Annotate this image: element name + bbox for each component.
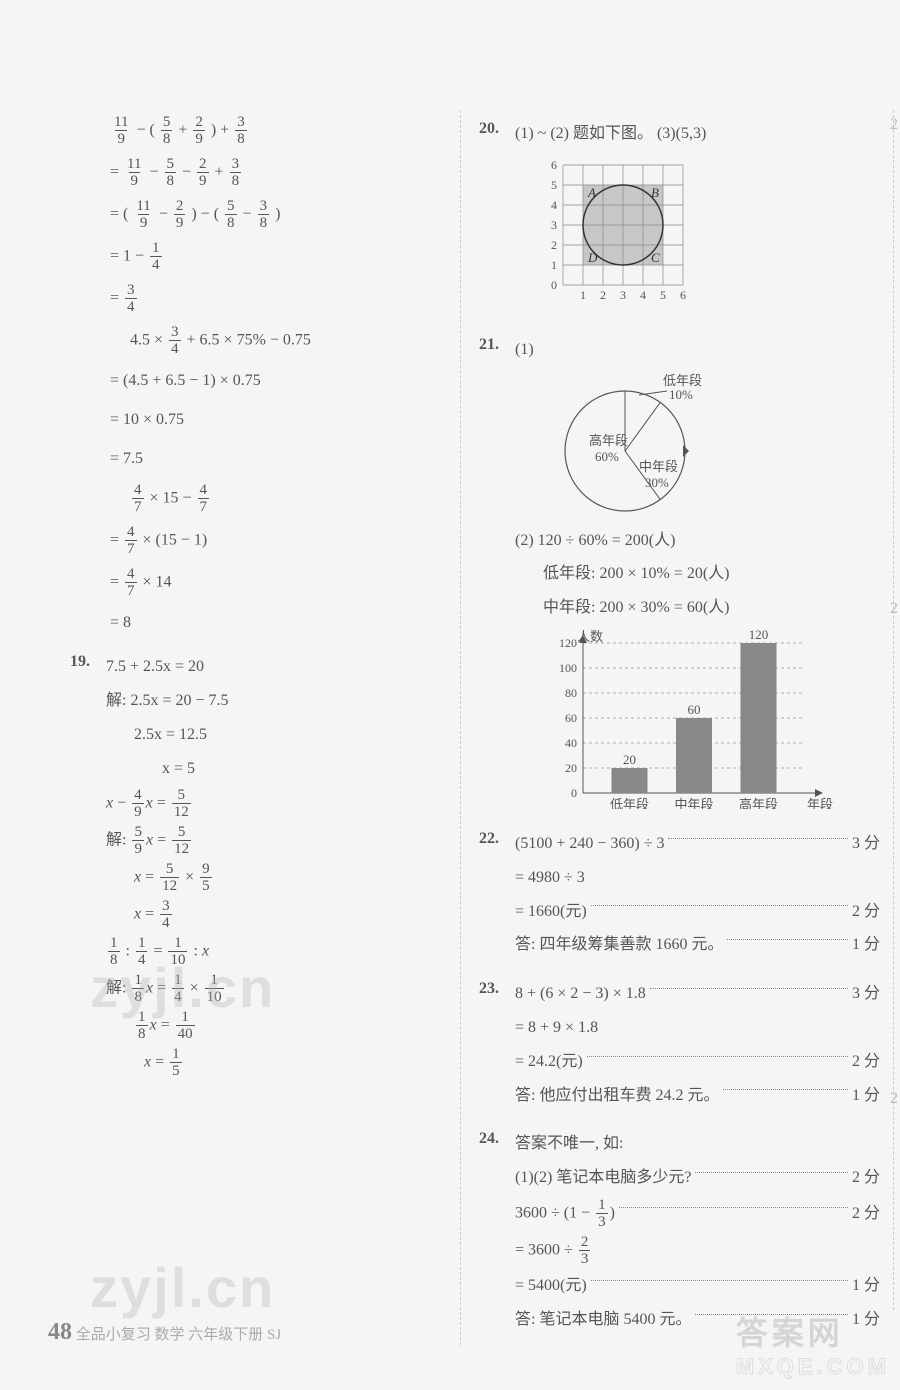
q21: 21. (1) 低年段10%高年段60%中年段30% (2) 120 ÷ 60%… — [479, 331, 880, 815]
q21-l1: (1) — [515, 336, 880, 365]
svg-text:0: 0 — [571, 786, 577, 800]
svg-text:6: 6 — [680, 288, 686, 302]
q23-l4: 答: 他应付出租车费 24.2 元。1 分 — [515, 1082, 880, 1111]
page-footer: 48 全品小复习 数学 六年级下册 SJ — [48, 1319, 281, 1346]
svg-text:高年段: 高年段 — [739, 797, 778, 809]
svg-text:低年段: 低年段 — [663, 373, 702, 388]
q23: 23. 8 + (6 × 2 − 3) × 1.83 分 = 8 + 9 × 1… — [479, 975, 880, 1115]
svg-text:低年段: 低年段 — [610, 797, 649, 809]
q20-text: (1) ~ (2) 题如下图。 (3)(5,3) — [515, 120, 880, 149]
edge-hint-2: 2 — [890, 600, 898, 618]
q21-c1: (2) 120 ÷ 60% = 200(人) — [515, 527, 880, 556]
q20: 20. (1) ~ (2) 题如下图。 (3)(5,3) 01234561234… — [479, 115, 880, 321]
eq2-line4: = 7.5 — [70, 445, 440, 474]
eq3-line4: = 8 — [70, 609, 440, 638]
q23-l2: = 8 + 9 × 1.8 — [515, 1014, 880, 1043]
q19-l2: 解: 2.5x = 20 − 7.5 — [106, 687, 440, 716]
svg-text:中年段: 中年段 — [639, 459, 678, 474]
svg-text:100: 100 — [559, 661, 577, 675]
svg-text:6: 6 — [551, 158, 557, 172]
eq2-line3: = 10 × 0.75 — [70, 406, 440, 435]
q22-l2: = 4980 ÷ 3 — [515, 864, 880, 893]
eq2-line1: 4.5 × 34 + 6.5 × 75% − 0.75 — [70, 325, 440, 357]
eq1-line4: = 1 − 14 — [70, 241, 440, 273]
q20-grid: 0123456123456ABCD — [535, 155, 880, 315]
svg-text:60: 60 — [688, 702, 701, 717]
eq1-line3: = ( 119 − 29 ) − ( 58 − 38 ) — [70, 199, 440, 231]
eq3-line3: = 47 × 14 — [70, 567, 440, 599]
eq2-line2: = (4.5 + 6.5 − 1) × 0.75 — [70, 367, 440, 396]
q21-pie: 低年段10% 高年段60% 中年段30% — [535, 371, 880, 521]
edge-hint-3: 2 — [890, 1090, 898, 1108]
svg-text:中年段: 中年段 — [674, 797, 713, 809]
watermark-bottomright: 答案网 MXQE.COM — [736, 1308, 890, 1380]
q19-l3: 2.5x = 12.5 — [106, 721, 440, 750]
q21-c2: 低年段: 200 × 10% = 20(人) — [515, 560, 880, 589]
eq3-line2: = 47 × (15 − 1) — [70, 525, 440, 557]
eq1-line1: 119 − ( 58 + 29 ) + 38 — [70, 115, 440, 147]
svg-text:30%: 30% — [645, 475, 669, 490]
q19-e2l1: x − 49x = 512 — [106, 788, 440, 820]
q24-l1: (1)(2) 笔记本电脑多少元?2 分 — [515, 1164, 880, 1193]
q24-l3: = 3600 ÷ 23 — [515, 1235, 880, 1267]
svg-text:20: 20 — [565, 761, 577, 775]
svg-text:4: 4 — [640, 288, 646, 302]
svg-text:4: 4 — [551, 198, 557, 212]
q22-l3: = 1660(元)2 分 — [515, 898, 880, 927]
q19-e2l3: x = 512 × 95 — [106, 862, 440, 894]
q23-l3: = 24.2(元)2 分 — [515, 1048, 880, 1077]
svg-text:2: 2 — [600, 288, 606, 302]
q19-e3l3: 18x = 140 — [106, 1010, 440, 1042]
eq3-line1: 47 × 15 − 47 — [70, 483, 440, 515]
svg-text:5: 5 — [551, 178, 557, 192]
svg-text:0: 0 — [551, 278, 557, 292]
svg-text:120: 120 — [749, 629, 769, 642]
eq1-line2: = 119 − 58 − 29 + 38 — [70, 157, 440, 189]
q19-e2l2: 解: 59x = 512 — [106, 825, 440, 857]
q19-e2l4: x = 34 — [106, 899, 440, 931]
q21-bar: 0 20 40 60 80 100 120 20 低年段 60 中年段 120 高年段 人数年段 — [535, 629, 880, 809]
svg-text:C: C — [651, 250, 660, 265]
svg-text:人数: 人数 — [577, 629, 603, 644]
svg-text:60: 60 — [565, 711, 577, 725]
svg-text:80: 80 — [565, 686, 577, 700]
q21-c3: 中年段: 200 × 30% = 60(人) — [515, 594, 880, 623]
q24-l2: 3600 ÷ (1 − 13) 2 分 — [515, 1198, 880, 1230]
q24-l0: 答案不唯一, 如: — [515, 1130, 880, 1159]
q23-l1: 8 + (6 × 2 − 3) × 1.83 分 — [515, 980, 880, 1009]
q24-l4: = 5400(元)1 分 — [515, 1272, 880, 1301]
q19-l1: 7.5 + 2.5x = 20 — [106, 653, 440, 682]
q22: 22. (5100 + 240 − 360) ÷ 33 分 = 4980 ÷ 3… — [479, 825, 880, 965]
svg-text:高年段: 高年段 — [589, 433, 628, 448]
svg-text:60%: 60% — [595, 449, 619, 464]
svg-text:3: 3 — [620, 288, 626, 302]
eq1-line5: = 34 — [70, 283, 440, 315]
edge-hint-1: 2 — [890, 116, 898, 134]
svg-text:3: 3 — [551, 218, 557, 232]
svg-text:40: 40 — [565, 736, 577, 750]
right-divider — [893, 110, 894, 1310]
q19: 19. 7.5 + 2.5x = 20 解: 2.5x = 20 − 7.5 2… — [70, 648, 440, 1084]
svg-text:5: 5 — [660, 288, 666, 302]
q22-l1: (5100 + 240 − 360) ÷ 33 分 — [515, 830, 880, 859]
svg-text:1: 1 — [551, 258, 557, 272]
svg-text:20: 20 — [623, 752, 636, 767]
q22-l4: 答: 四年级筹集善款 1660 元。1 分 — [515, 931, 880, 960]
svg-text:A: A — [587, 185, 596, 200]
svg-text:120: 120 — [559, 636, 577, 650]
svg-text:B: B — [651, 185, 659, 200]
svg-text:年段: 年段 — [807, 797, 833, 809]
q19-l4: x = 5 — [106, 755, 440, 784]
q19-e3l2: 解: 18x = 14 × 110 — [106, 973, 440, 1005]
svg-text:2: 2 — [551, 238, 557, 252]
q19-e3l4: x = 15 — [106, 1047, 440, 1079]
svg-text:10%: 10% — [669, 387, 693, 402]
q19-e3l1: 18 : 14 = 110 : x — [106, 936, 440, 968]
svg-text:D: D — [587, 250, 598, 265]
svg-text:1: 1 — [580, 288, 586, 302]
